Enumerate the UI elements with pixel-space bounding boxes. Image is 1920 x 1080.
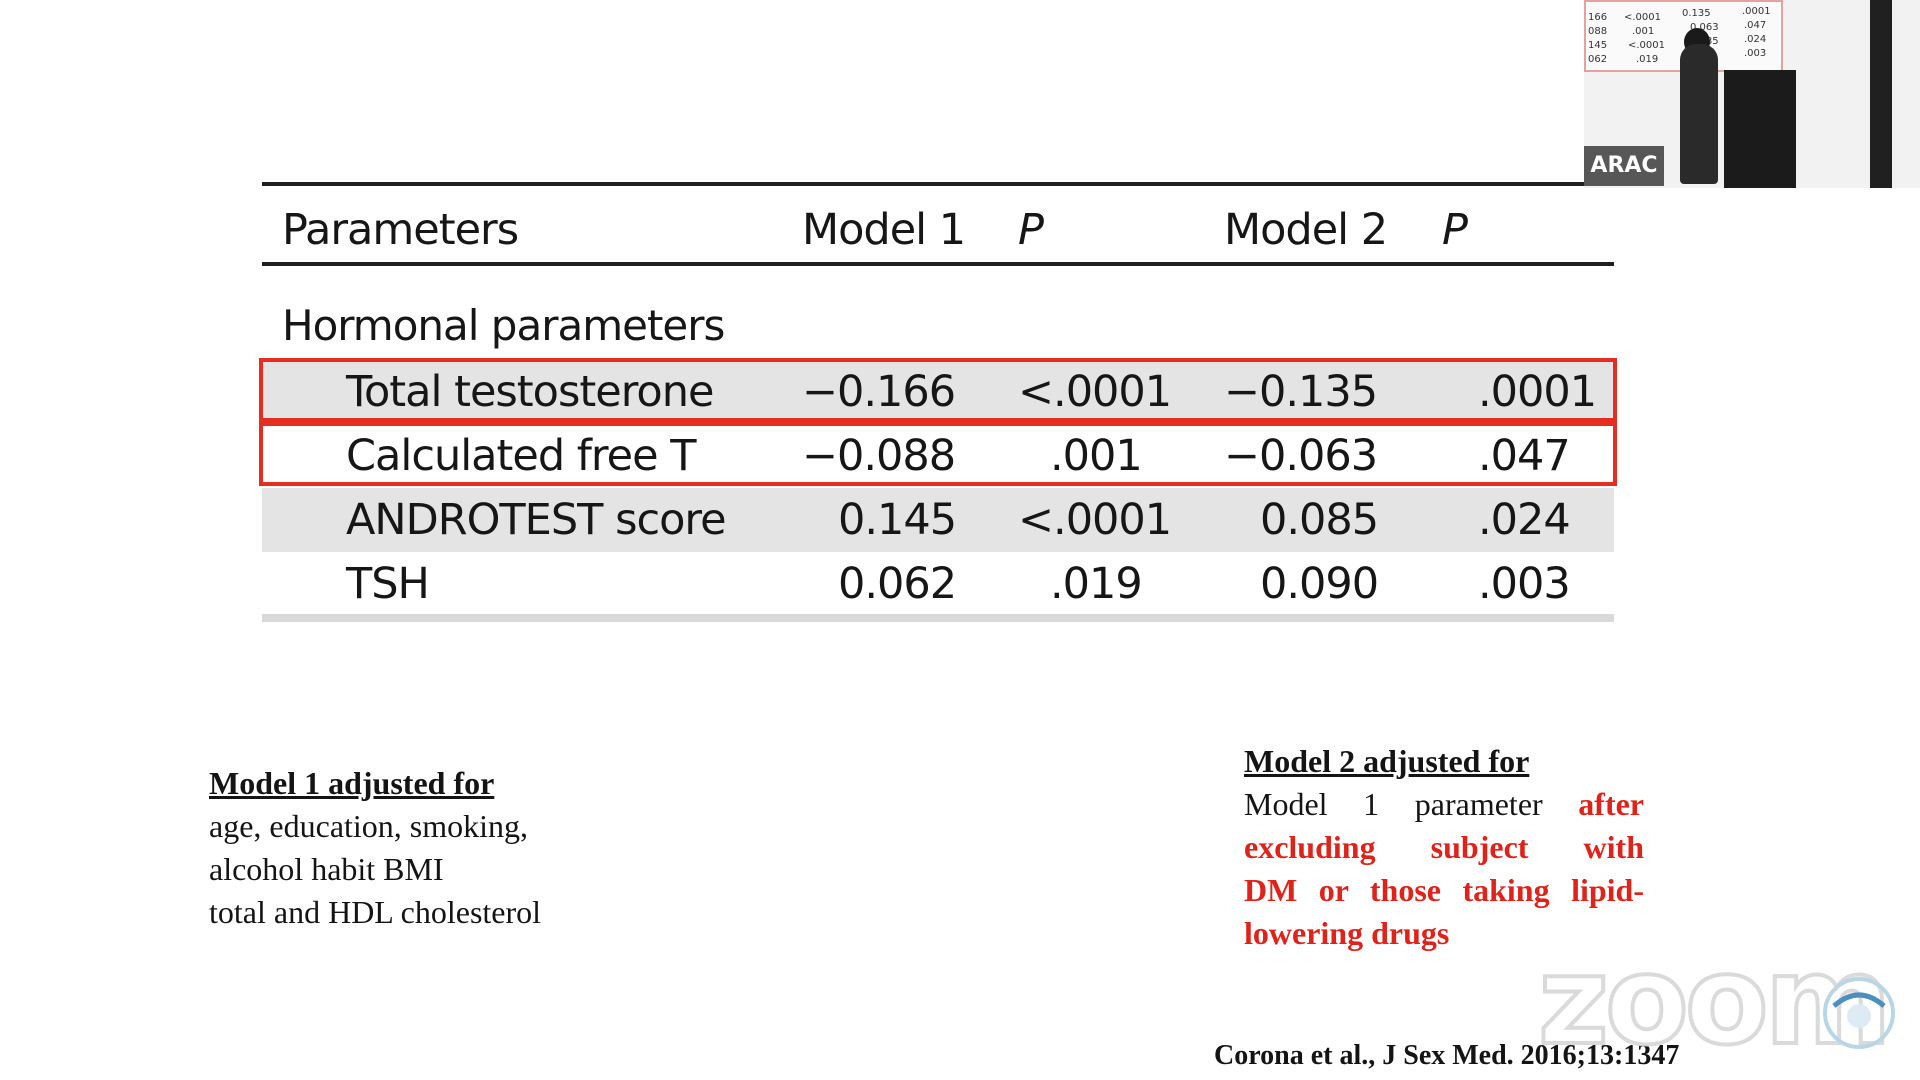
model2-note: Model 2 adjusted for Model 1 parameter a…	[1244, 740, 1644, 955]
cell-model1: 0.062	[838, 559, 957, 609]
cell-model2: −0.135	[1224, 367, 1378, 417]
table-row: Calculated free T −0.088 .001 −0.063 .04…	[262, 424, 1614, 488]
row-label: Total testosterone	[346, 367, 714, 417]
cell-model2: 0.090	[1260, 559, 1379, 609]
table-row: ANDROTEST score 0.145 <.0001 0.085 .024	[262, 488, 1614, 552]
model2-note-line: DM or those taking lipid-	[1244, 872, 1644, 908]
table-bottom-rule	[262, 614, 1614, 622]
mini-cell: .047	[1744, 20, 1767, 31]
header-model1: Model 1	[802, 205, 966, 255]
cell-p2: .047	[1478, 431, 1571, 481]
header-p2: P	[1442, 205, 1468, 255]
table-row: Total testosterone −0.166 <.0001 −0.135 …	[262, 360, 1614, 424]
model2-note-title: Model 2 adjusted for	[1244, 743, 1530, 779]
mini-cell: .024	[1744, 34, 1767, 45]
model1-note: Model 1 adjusted for age, education, smo…	[209, 762, 649, 934]
table-top-rule	[262, 182, 1614, 186]
speaker-video-thumbnail[interactable]: 166 <.0001 0.135 .0001 088 .001 0.063 .0…	[1584, 0, 1920, 188]
mini-cell: <.0001	[1628, 40, 1666, 51]
cell-p2: .0001	[1478, 367, 1597, 417]
model1-note-line: alcohol habit BMI	[209, 851, 444, 887]
speaker-figure	[1680, 44, 1718, 184]
model2-note-red: after	[1578, 786, 1644, 822]
video-name-label: ARAC	[1584, 146, 1664, 186]
mini-cell: 166	[1588, 12, 1608, 23]
highlight-box-free-t	[259, 422, 1617, 486]
section-hormonal-parameters: Hormonal parameters	[282, 301, 725, 350]
mini-cell: 145	[1588, 40, 1608, 51]
model1-note-line: age, education, smoking,	[209, 808, 529, 844]
highlight-box-total-testosterone	[259, 358, 1617, 422]
mini-cell: 0.063	[1690, 22, 1719, 33]
row-label: ANDROTEST score	[346, 495, 727, 545]
mini-cell: <.0001	[1624, 12, 1662, 23]
cell-p2: .024	[1478, 495, 1571, 545]
row-label: Calculated free T	[346, 431, 697, 481]
table-row: TSH 0.062 .019 0.090 .003	[262, 552, 1614, 616]
mini-cell: 0.135	[1682, 8, 1711, 19]
cell-model1: −0.166	[802, 367, 956, 417]
cell-p1: <.0001	[1018, 367, 1172, 417]
society-logo-icon	[1823, 977, 1895, 1049]
table-header-rule	[262, 262, 1614, 266]
cell-model2: −0.063	[1224, 431, 1378, 481]
mini-cell: 088	[1588, 26, 1608, 37]
header-model2: Model 2	[1224, 205, 1388, 255]
cell-p1: .001	[1050, 431, 1143, 481]
row-label: TSH	[346, 559, 430, 609]
cell-model1: −0.088	[802, 431, 956, 481]
cell-model2: 0.085	[1260, 495, 1379, 545]
model2-note-plain: Model 1 parameter	[1244, 786, 1543, 822]
cell-p2: .003	[1478, 559, 1571, 609]
cell-model1: 0.145	[838, 495, 957, 545]
model2-note-line: lowering drugs	[1244, 915, 1450, 951]
cell-p1: <.0001	[1018, 495, 1172, 545]
model1-note-title: Model 1 adjusted for	[209, 765, 495, 801]
model2-note-line: excluding subject with	[1244, 829, 1644, 865]
header-p1: P	[1018, 205, 1044, 255]
citation: Corona et al., J Sex Med. 2016;13:1347	[1214, 1040, 1680, 1071]
mini-cell: 062	[1588, 54, 1608, 65]
podium	[1724, 70, 1796, 188]
header-parameters: Parameters	[282, 205, 519, 255]
screen-frame	[1870, 0, 1892, 188]
mini-cell: .001	[1632, 26, 1655, 37]
results-table: Parameters Model 1 P Model 2 P Hormonal …	[259, 182, 1617, 626]
model2-note-line: Model 1 parameter after	[1244, 783, 1644, 826]
model1-note-line: total and HDL cholesterol	[209, 894, 542, 930]
zoom-watermark: zoom	[1536, 928, 1894, 1074]
cell-p1: .019	[1050, 559, 1143, 609]
mini-cell: .0001	[1742, 6, 1771, 17]
mini-cell: .019	[1636, 54, 1659, 65]
mini-cell: .003	[1744, 48, 1767, 59]
